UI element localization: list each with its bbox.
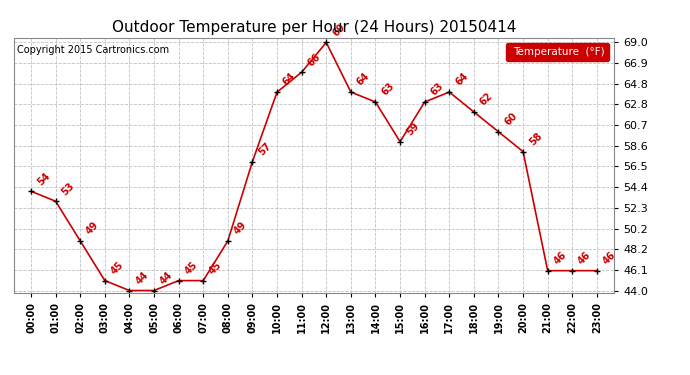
Text: 63: 63 — [428, 81, 446, 98]
Text: Copyright 2015 Cartronics.com: Copyright 2015 Cartronics.com — [17, 45, 169, 55]
Text: 59: 59 — [404, 121, 421, 138]
Text: 64: 64 — [282, 71, 298, 88]
Text: 58: 58 — [527, 131, 544, 147]
Text: 64: 64 — [355, 71, 372, 88]
Text: 66: 66 — [306, 51, 322, 68]
Text: 69: 69 — [331, 22, 347, 38]
Text: 49: 49 — [84, 220, 101, 237]
Text: 63: 63 — [380, 81, 396, 98]
Text: 53: 53 — [60, 180, 77, 197]
Text: 64: 64 — [453, 71, 470, 88]
Text: 60: 60 — [502, 111, 520, 128]
Legend: Temperature  (°F): Temperature (°F) — [506, 43, 609, 61]
Text: 45: 45 — [109, 260, 126, 276]
Text: 44: 44 — [158, 270, 175, 286]
Text: 46: 46 — [576, 250, 593, 267]
Text: 54: 54 — [35, 171, 52, 187]
Text: 46: 46 — [552, 250, 569, 267]
Text: 49: 49 — [232, 220, 248, 237]
Text: 57: 57 — [257, 141, 273, 158]
Text: 62: 62 — [478, 91, 495, 108]
Text: 44: 44 — [134, 270, 150, 286]
Text: 45: 45 — [208, 260, 224, 276]
Text: 45: 45 — [183, 260, 199, 276]
Title: Outdoor Temperature per Hour (24 Hours) 20150414: Outdoor Temperature per Hour (24 Hours) … — [112, 20, 516, 35]
Text: 46: 46 — [601, 250, 618, 267]
